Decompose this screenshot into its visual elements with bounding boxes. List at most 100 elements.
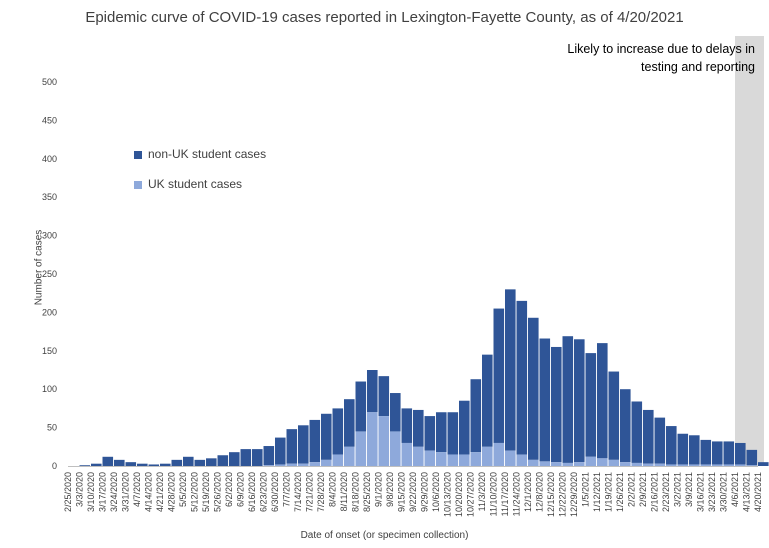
x-tick-label: 6/9/2020	[236, 472, 246, 507]
x-tick-label: 1/26/2021	[615, 472, 625, 512]
non-uk-series	[79, 289, 769, 466]
x-tick-label: 4/14/2020	[144, 472, 154, 512]
bar-uk	[585, 456, 597, 466]
bar-uk	[700, 464, 712, 466]
legend-item-non-uk: non-UK student cases	[134, 147, 266, 161]
bar-uk	[516, 454, 528, 466]
bar-non-uk	[597, 343, 608, 459]
x-tick-label: 6/23/2020	[259, 472, 269, 512]
bar-non-uk	[700, 439, 712, 465]
bar-uk	[390, 431, 401, 466]
bar-uk	[735, 464, 746, 466]
bar-non-uk	[493, 308, 505, 443]
y-tick-label: 350	[42, 192, 57, 202]
bar-non-uk	[689, 435, 700, 465]
bar-non-uk	[160, 463, 171, 466]
y-tick-label: 400	[42, 154, 57, 164]
bar-uk	[677, 464, 689, 466]
bar-uk	[275, 464, 286, 466]
bar-uk	[344, 446, 355, 466]
bar-uk	[378, 416, 390, 466]
y-tick-label: 500	[42, 77, 57, 87]
bar-non-uk	[275, 437, 286, 465]
x-tick-label: 3/30/2021	[719, 472, 729, 512]
bar-non-uk	[677, 433, 689, 465]
bar-uk	[447, 454, 459, 466]
bar-non-uk	[413, 409, 424, 447]
bar-non-uk	[252, 449, 263, 466]
bar-non-uk	[585, 353, 597, 457]
bar-non-uk	[298, 425, 309, 464]
bar-uk	[608, 459, 620, 466]
x-tick-label: 12/22/2020	[558, 472, 568, 517]
x-tick-label: 7/21/2020	[305, 472, 315, 512]
bar-non-uk	[470, 379, 482, 453]
x-tick-label: 10/6/2020	[431, 472, 441, 512]
bar-non-uk	[378, 376, 390, 417]
bar-uk	[401, 442, 413, 466]
y-axis-ticks: 0 50 100 150 200 250 300 350 400 450 500	[42, 77, 57, 471]
x-tick-label: 8/11/2020	[339, 472, 349, 511]
bar-non-uk	[171, 459, 183, 466]
bar-non-uk	[631, 401, 643, 463]
bar-non-uk	[321, 413, 332, 460]
x-tick-label: 5/12/2020	[190, 472, 200, 512]
bar-uk	[482, 446, 493, 466]
x-tick-label: 8/18/2020	[351, 472, 361, 512]
bar-uk	[505, 450, 516, 466]
bar-non-uk	[608, 371, 620, 460]
bar-uk	[643, 463, 654, 466]
x-tick-label: 10/20/2020	[454, 472, 464, 517]
x-tick-label: 4/6/2021	[730, 472, 740, 507]
x-tick-label: 11/3/2020	[477, 472, 487, 511]
x-tick-label: 9/22/2020	[408, 472, 418, 512]
x-tick-label: 9/29/2020	[420, 472, 430, 512]
bar-non-uk	[401, 408, 413, 443]
bar-non-uk	[447, 412, 459, 455]
bar-non-uk	[424, 416, 436, 451]
x-tick-label: 7/7/2020	[282, 472, 292, 507]
bar-non-uk	[229, 452, 240, 466]
y-tick-label: 0	[52, 461, 57, 471]
x-tick-label: 2/2/2021	[627, 472, 637, 507]
x-tick-label: 8/25/2020	[362, 472, 372, 512]
bar-non-uk	[217, 455, 229, 466]
bar-non-uk	[286, 429, 298, 464]
x-tick-label: 9/1/2020	[374, 472, 384, 507]
legend-label-non-uk: non-UK student cases	[148, 147, 267, 161]
bar-uk	[367, 412, 378, 466]
y-tick-label: 50	[47, 423, 57, 433]
x-tick-label: 4/7/2020	[132, 472, 142, 507]
x-tick-label: 2/16/2021	[650, 472, 660, 512]
bar-non-uk	[91, 463, 102, 466]
bar-uk	[746, 465, 758, 466]
bar-non-uk	[79, 465, 91, 466]
bar-uk	[309, 462, 321, 466]
bar-non-uk	[539, 338, 551, 462]
x-tick-label: 4/13/2021	[742, 472, 752, 512]
x-tick-label: 6/2/2020	[224, 472, 234, 507]
y-tick-label: 100	[42, 384, 57, 394]
bar-non-uk	[125, 462, 137, 466]
x-tick-label: 7/14/2020	[293, 472, 303, 512]
bar-uk	[539, 461, 551, 466]
bar-uk	[631, 462, 643, 466]
x-tick-label: 4/20/2021	[753, 472, 763, 512]
bar-uk	[654, 463, 666, 466]
legend-label-uk: UK student cases	[148, 177, 243, 191]
bar-uk	[332, 454, 344, 466]
bar-uk	[436, 452, 447, 466]
bar-non-uk	[735, 442, 746, 465]
bar-non-uk	[746, 449, 758, 466]
x-tick-label: 8/4/2020	[328, 472, 338, 507]
delay-annotation: Likely to increase due to delays in test…	[567, 42, 755, 74]
x-tick-label: 10/13/2020	[443, 472, 453, 517]
shaded-region	[735, 36, 764, 466]
y-tick-label: 200	[42, 307, 57, 317]
bar-uk	[493, 442, 505, 466]
bar-uk	[470, 452, 482, 466]
bar-non-uk	[137, 463, 148, 466]
x-tick-label: 3/24/2020	[109, 472, 119, 512]
bar-non-uk	[723, 441, 735, 465]
x-tick-label: 11/10/2020	[489, 472, 499, 516]
